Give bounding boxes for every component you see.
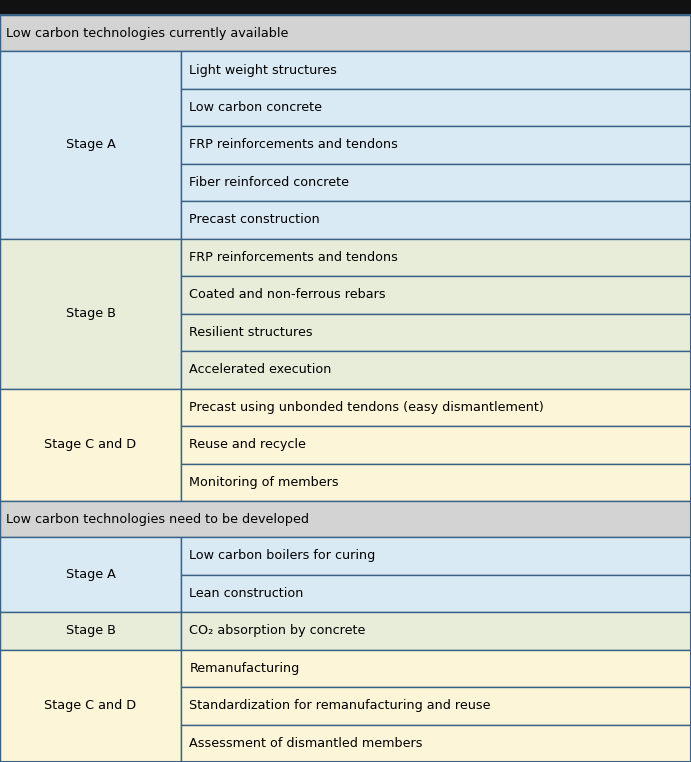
Text: Resilient structures: Resilient structures bbox=[189, 326, 313, 339]
Text: Assessment of dismantled members: Assessment of dismantled members bbox=[189, 737, 423, 750]
Text: Stage B: Stage B bbox=[66, 307, 115, 320]
Text: Stage C and D: Stage C and D bbox=[44, 438, 137, 451]
Text: FRP reinforcements and tendons: FRP reinforcements and tendons bbox=[189, 251, 398, 264]
Bar bbox=[181, 276, 691, 314]
Bar bbox=[181, 725, 691, 762]
Bar bbox=[181, 649, 691, 687]
Text: Low carbon concrete: Low carbon concrete bbox=[189, 101, 322, 114]
Bar bbox=[181, 687, 691, 725]
Text: Reuse and recycle: Reuse and recycle bbox=[189, 438, 306, 451]
Bar bbox=[181, 351, 691, 389]
Bar bbox=[181, 201, 691, 239]
Text: Lean construction: Lean construction bbox=[189, 587, 304, 600]
Text: Low carbon technologies currently available: Low carbon technologies currently availa… bbox=[6, 27, 288, 40]
Text: FRP reinforcements and tendons: FRP reinforcements and tendons bbox=[189, 139, 398, 152]
Bar bbox=[181, 51, 691, 88]
Bar bbox=[181, 314, 691, 351]
Text: Stage C and D: Stage C and D bbox=[44, 700, 137, 712]
Text: Precast construction: Precast construction bbox=[189, 213, 320, 226]
Bar bbox=[181, 389, 691, 426]
Bar bbox=[0, 51, 181, 239]
Text: Stage A: Stage A bbox=[66, 568, 115, 581]
Text: Stage B: Stage B bbox=[66, 624, 115, 637]
Bar bbox=[181, 463, 691, 501]
Bar bbox=[181, 575, 691, 612]
Bar bbox=[181, 239, 691, 276]
Bar bbox=[181, 88, 691, 126]
Bar bbox=[181, 426, 691, 463]
Bar bbox=[181, 126, 691, 164]
Text: Remanufacturing: Remanufacturing bbox=[189, 661, 300, 675]
Text: Stage A: Stage A bbox=[66, 139, 115, 152]
Bar bbox=[0, 537, 181, 612]
Bar bbox=[181, 164, 691, 201]
Text: Coated and non-ferrous rebars: Coated and non-ferrous rebars bbox=[189, 288, 386, 302]
Text: Fiber reinforced concrete: Fiber reinforced concrete bbox=[189, 176, 350, 189]
Bar bbox=[0, 649, 181, 762]
Text: Accelerated execution: Accelerated execution bbox=[189, 363, 332, 376]
Bar bbox=[0, 612, 181, 649]
Text: Standardization for remanufacturing and reuse: Standardization for remanufacturing and … bbox=[189, 700, 491, 712]
Text: CO₂ absorption by concrete: CO₂ absorption by concrete bbox=[189, 624, 366, 637]
Bar bbox=[0, 389, 181, 501]
Bar bbox=[181, 537, 691, 575]
Bar bbox=[0, 239, 181, 389]
Text: Light weight structures: Light weight structures bbox=[189, 63, 337, 76]
Bar bbox=[0, 15, 691, 51]
Text: Low carbon technologies need to be developed: Low carbon technologies need to be devel… bbox=[6, 513, 308, 526]
Text: Low carbon boilers for curing: Low carbon boilers for curing bbox=[189, 549, 376, 562]
Text: Precast using unbonded tendons (easy dismantlement): Precast using unbonded tendons (easy dis… bbox=[189, 401, 544, 414]
Bar bbox=[181, 612, 691, 649]
Text: Monitoring of members: Monitoring of members bbox=[189, 475, 339, 489]
Bar bbox=[0, 501, 691, 537]
